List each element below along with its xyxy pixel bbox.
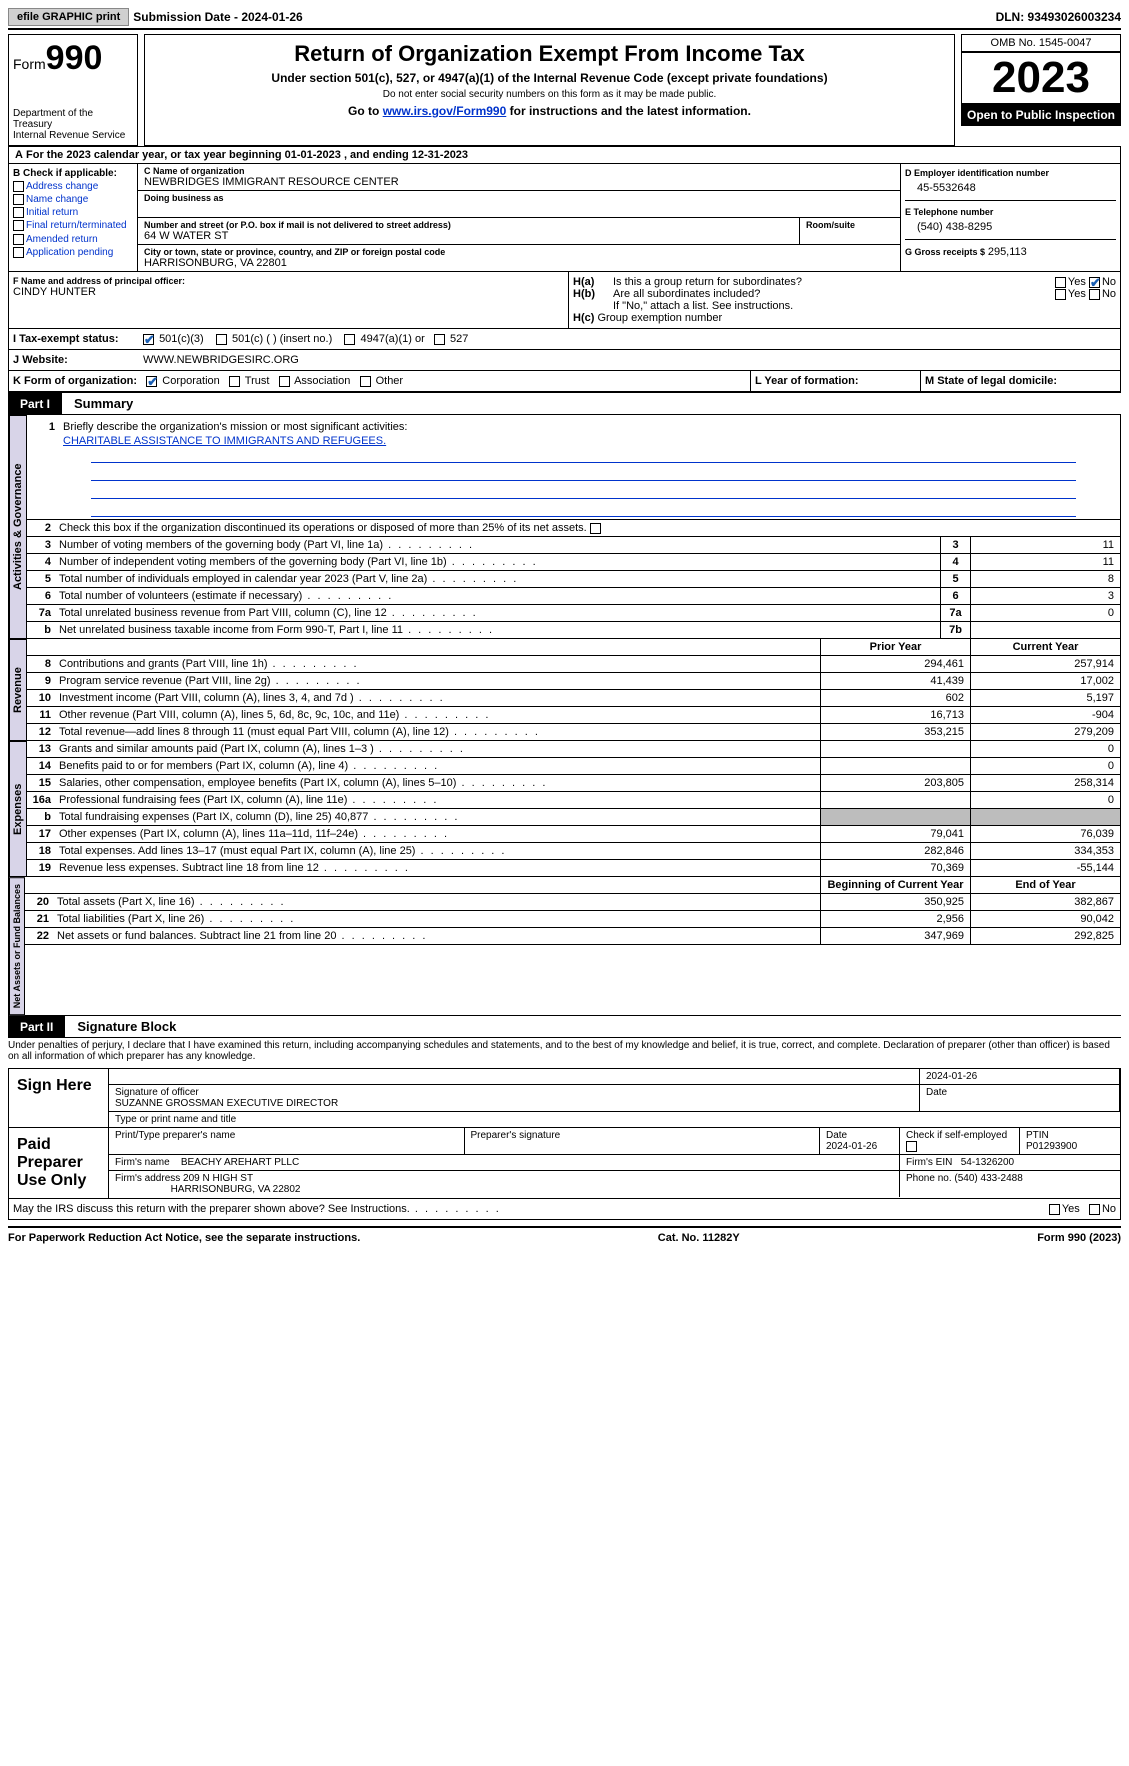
discuss-text: May the IRS discuss this return with the… — [13, 1203, 1049, 1215]
summary-line: 5Total number of individuals employed in… — [27, 571, 1121, 588]
firm-addr1: 209 N HIGH ST — [183, 1173, 253, 1184]
summary-line: 14Benefits paid to or for members (Part … — [27, 758, 1121, 775]
vert-expenses: Expenses — [9, 741, 27, 877]
paid-preparer-label: Paid Preparer Use Only — [9, 1128, 109, 1198]
cb-self-employed[interactable] — [906, 1141, 917, 1152]
firm-ein: 54-1326200 — [961, 1157, 1014, 1168]
mission-text: CHARITABLE ASSISTANCE TO IMMIGRANTS AND … — [63, 435, 386, 447]
cb-4947[interactable] — [344, 334, 355, 345]
cb-assoc[interactable] — [279, 376, 290, 387]
cb-discuss-yes[interactable] — [1049, 1204, 1060, 1215]
cb-501c3[interactable] — [143, 334, 154, 345]
cb-ha-yes[interactable] — [1055, 277, 1066, 288]
part1-header: Part I Summary — [8, 392, 1121, 415]
sign-here-label: Sign Here — [9, 1069, 109, 1127]
form-label: Form — [13, 56, 46, 72]
form-header: Form990 Department of the Treasury Inter… — [8, 34, 1121, 146]
cb-other[interactable] — [360, 376, 371, 387]
ein: 45-5532648 — [917, 182, 1116, 194]
efile-print-button[interactable]: efile GRAPHIC print — [8, 8, 129, 26]
summary-line: 18Total expenses. Add lines 13–17 (must … — [27, 843, 1121, 860]
vert-governance: Activities & Governance — [9, 415, 27, 639]
cb-amended-return[interactable] — [13, 234, 24, 245]
vert-revenue: Revenue — [9, 639, 27, 741]
cb-501c[interactable] — [216, 334, 227, 345]
summary-line: 6Total number of volunteers (estimate if… — [27, 588, 1121, 605]
gross-receipts: 295,113 — [988, 246, 1027, 258]
firm-phone: (540) 433-2488 — [954, 1173, 1022, 1184]
form-title: Return of Organization Exempt From Incom… — [151, 41, 948, 67]
ptin: P01293900 — [1026, 1141, 1077, 1152]
summary-line: 11Other revenue (Part VIII, column (A), … — [27, 707, 1121, 724]
officer-name: SUZANNE GROSSMAN EXECUTIVE DIRECTOR — [115, 1098, 913, 1109]
cb-final-return[interactable] — [13, 220, 24, 231]
cb-name-change[interactable] — [13, 194, 24, 205]
cb-initial-return[interactable] — [13, 207, 24, 218]
cb-hb-no[interactable] — [1089, 289, 1100, 300]
firm-addr2: HARRISONBURG, VA 22802 — [171, 1184, 301, 1195]
summary-line: 16aProfessional fundraising fees (Part I… — [27, 792, 1121, 809]
summary-line: 17Other expenses (Part IX, column (A), l… — [27, 826, 1121, 843]
summary-line: 9Program service revenue (Part VIII, lin… — [27, 673, 1121, 690]
open-inspection: Open to Public Inspection — [961, 104, 1121, 126]
firm-name: BEACHY AREHART PLLC — [181, 1157, 299, 1168]
principal-officer: CINDY HUNTER — [13, 286, 564, 298]
omb-number: OMB No. 1545-0047 — [961, 34, 1121, 52]
summary-line: 8Contributions and grants (Part VIII, li… — [27, 656, 1121, 673]
form-number: 990 — [46, 39, 103, 77]
penalty-statement: Under penalties of perjury, I declare th… — [8, 1038, 1121, 1064]
page-footer: For Paperwork Reduction Act Notice, see … — [8, 1226, 1121, 1248]
summary-line: 19Revenue less expenses. Subtract line 1… — [27, 860, 1121, 877]
dln: DLN: 93493026003234 — [996, 10, 1121, 24]
cb-address-change[interactable] — [13, 181, 24, 192]
section-b: B Check if applicable: Address change Na… — [8, 164, 138, 272]
summary-line: bTotal fundraising expenses (Part IX, co… — [27, 809, 1121, 826]
summary-line: 4Number of independent voting members of… — [27, 554, 1121, 571]
prep-date: 2024-01-26 — [826, 1141, 877, 1152]
summary-line: 15Salaries, other compensation, employee… — [27, 775, 1121, 792]
cb-527[interactable] — [434, 334, 445, 345]
irs-link[interactable]: www.irs.gov/Form990 — [383, 104, 507, 118]
summary-line: 22Net assets or fund balances. Subtract … — [25, 928, 1121, 945]
top-toolbar: efile GRAPHIC print Submission Date - 20… — [8, 8, 1121, 30]
cb-ha-no[interactable] — [1089, 277, 1100, 288]
section-a: A For the 2023 calendar year, or tax yea… — [8, 146, 1121, 164]
cb-discontinued[interactable] — [590, 523, 601, 534]
cb-corp[interactable] — [146, 376, 157, 387]
phone: (540) 438-8295 — [917, 221, 1116, 233]
city-state-zip: HARRISONBURG, VA 22801 — [144, 257, 894, 269]
cb-discuss-no[interactable] — [1089, 1204, 1100, 1215]
vert-net-assets: Net Assets or Fund Balances — [9, 877, 25, 1015]
summary-line: 13Grants and similar amounts paid (Part … — [27, 741, 1121, 758]
irs-label: Internal Revenue Service — [13, 130, 133, 141]
cb-hb-yes[interactable] — [1055, 289, 1066, 300]
submission-date: Submission Date - 2024-01-26 — [133, 10, 302, 24]
part2-header: Part II Signature Block — [8, 1015, 1121, 1038]
cb-application-pending[interactable] — [13, 247, 24, 258]
summary-line: 20Total assets (Part X, line 16)350,9253… — [25, 894, 1121, 911]
subtitle-3: Go to www.irs.gov/Form990 for instructio… — [151, 104, 948, 118]
subtitle-1: Under section 501(c), 527, or 4947(a)(1)… — [151, 71, 948, 85]
website: WWW.NEWBRIDGESIRC.ORG — [139, 350, 1120, 370]
summary-line: 10Investment income (Part VIII, column (… — [27, 690, 1121, 707]
section-c: C Name of organization NEWBRIDGES IMMIGR… — [138, 164, 901, 272]
summary-line: 7aTotal unrelated business revenue from … — [27, 605, 1121, 622]
org-name: NEWBRIDGES IMMIGRANT RESOURCE CENTER — [144, 176, 894, 188]
summary-line: 12Total revenue—add lines 8 through 11 (… — [27, 724, 1121, 741]
summary-line: 21Total liabilities (Part X, line 26)2,9… — [25, 911, 1121, 928]
dept-treasury: Department of the Treasury — [13, 108, 133, 130]
subtitle-2: Do not enter social security numbers on … — [151, 89, 948, 100]
summary-line: bNet unrelated business taxable income f… — [27, 622, 1121, 639]
summary-line: 3Number of voting members of the governi… — [27, 537, 1121, 554]
tax-year: 2023 — [961, 52, 1121, 104]
cb-trust[interactable] — [229, 376, 240, 387]
street-address: 64 W WATER ST — [144, 230, 793, 242]
